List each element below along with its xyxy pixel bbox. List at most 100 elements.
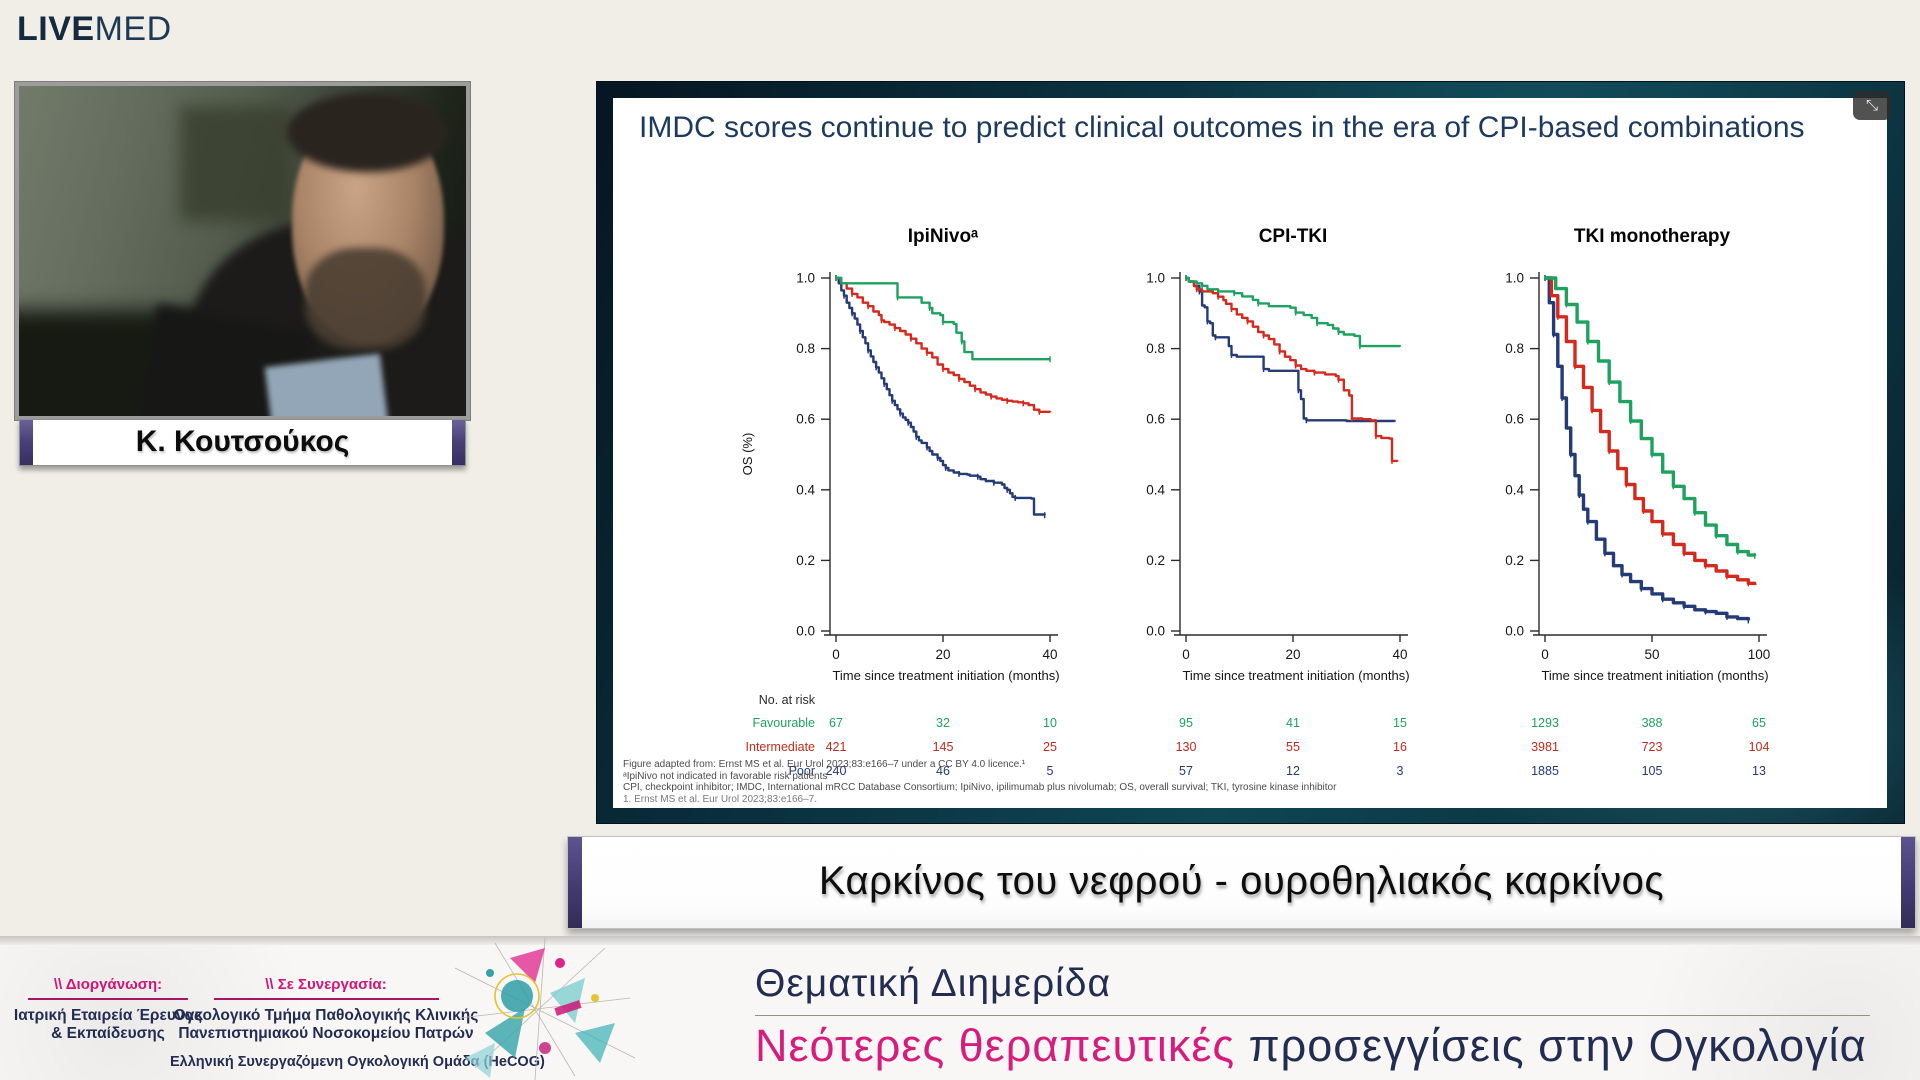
svg-text:0.8: 0.8 (1505, 341, 1524, 356)
svg-text:0.6: 0.6 (1505, 412, 1524, 427)
svg-text:41: 41 (1286, 716, 1300, 730)
svg-text:0.4: 0.4 (1146, 482, 1165, 497)
svg-text:3: 3 (1397, 764, 1404, 778)
svg-text:20: 20 (935, 647, 950, 662)
video-wall-frame (179, 105, 292, 222)
svg-text:0.2: 0.2 (796, 553, 815, 568)
event-footer: \\ Διοργάνωση: Ιατρική Εταιρεία Έρευνας … (0, 936, 1920, 1080)
event-subtitle: Νεότερες θεραπευτικές προσεγγίσεις στην … (755, 1020, 1895, 1072)
speaker-video (15, 82, 470, 420)
speaker-nameplate: Κ. Κουτσούκος (19, 419, 466, 466)
svg-text:20: 20 (1285, 647, 1300, 662)
svg-text:46: 46 (936, 764, 950, 778)
svg-text:Time since treatment initiatio: Time since treatment initiation (months) (1182, 668, 1409, 683)
svg-text:0.4: 0.4 (1505, 482, 1524, 497)
svg-text:TKI monotherapy: TKI monotherapy (1574, 226, 1731, 247)
expand-button[interactable]: ⤡ (1853, 91, 1891, 120)
footnote-reference: 1. Ernst MS et al. Eur Urol 2023;83:e166… (623, 793, 817, 805)
session-banner: Καρκίνος του νεφρού - ουροθηλιακός καρκί… (567, 836, 1916, 929)
slide: IMDC scores continue to predict clinical… (613, 98, 1887, 808)
slide-footnotes: Figure adapted from: Ernst MS et al. Eur… (623, 759, 1336, 805)
organizer-label: \\ Διοργάνωση: (53, 976, 163, 993)
slide-title: IMDC scores continue to predict clinical… (639, 111, 1805, 144)
logo-med: MED (94, 10, 172, 48)
svg-text:1.0: 1.0 (796, 271, 815, 286)
event-rule (755, 1015, 1870, 1016)
collaboration-block: \\ Σε Συνεργασία: Ογκολογικό Τμήμα Παθολ… (170, 976, 545, 1070)
collaboration-label: \\ Σε Συνεργασία: (265, 976, 387, 993)
svg-text:10: 10 (1043, 716, 1057, 730)
svg-text:Favourable: Favourable (752, 716, 815, 730)
svg-text:Time since treatment initiatio: Time since treatment initiation (months) (832, 668, 1059, 683)
svg-text:13: 13 (1752, 764, 1766, 778)
svg-text:50: 50 (1644, 647, 1659, 662)
svg-text:0.6: 0.6 (1146, 412, 1165, 427)
nameplate-edge-left (20, 420, 33, 465)
svg-text:0.0: 0.0 (796, 624, 815, 639)
svg-text:25: 25 (1043, 740, 1057, 754)
svg-text:67: 67 (829, 716, 843, 730)
svg-text:57: 57 (1179, 764, 1193, 778)
svg-text:0: 0 (1182, 647, 1190, 662)
svg-text:1.0: 1.0 (1146, 271, 1165, 286)
svg-text:3981: 3981 (1531, 740, 1559, 754)
banner-edge-left (568, 837, 582, 928)
speaker-name: Κ. Κουτσούκος (135, 425, 350, 458)
svg-text:No. at risk: No. at risk (759, 693, 816, 707)
svg-text:0: 0 (1541, 647, 1549, 662)
organizer-rule (28, 998, 188, 1000)
event-subtitle-highlight: Νεότερες θεραπευτικές (755, 1020, 1236, 1071)
event-subtitle-rest: προσεγγίσεις στην Ογκολογία (1235, 1020, 1867, 1071)
svg-text:OS (%): OS (%) (740, 433, 755, 476)
svg-text:145: 145 (933, 740, 954, 754)
svg-text:1.0: 1.0 (1505, 271, 1524, 286)
art-teal-triangle (485, 1008, 525, 1058)
footer-art-decoration (455, 938, 636, 1080)
event-block: Θεματική Διημερίδα Νεότερες θεραπευτικές… (755, 962, 1895, 1072)
expand-icon: ⤡ (1865, 97, 1878, 114)
event-title: Θεματική Διημερίδα (755, 962, 1112, 1005)
svg-text:0: 0 (832, 647, 840, 662)
svg-text:Intermediate: Intermediate (746, 740, 816, 754)
svg-text:130: 130 (1176, 740, 1197, 754)
svg-text:0.8: 0.8 (1146, 341, 1165, 356)
collaboration-rule (213, 998, 439, 1000)
svg-text:16: 16 (1393, 740, 1407, 754)
footnote-abbreviations: CPI, checkpoint inhibitor; IMDC, Interna… (623, 782, 1337, 794)
svg-text:388: 388 (1642, 716, 1663, 730)
nameplate-edge-right (452, 420, 465, 465)
svg-text:15: 15 (1393, 716, 1407, 730)
logo-live: LIVE (17, 10, 95, 48)
organizer-line-2: & Εκπαίδευσης (51, 1025, 165, 1043)
collaboration-line-1: Ογκολογικό Τμήμα Παθολογικής Κλινικής (173, 1007, 479, 1024)
svg-text:240: 240 (826, 764, 847, 778)
chart-cpi-tki: CPI-TKI 0.0 0.2 0.4 0.6 0.8 1.0 0 20 40 Time since… (1146, 226, 1409, 778)
svg-text:32: 32 (936, 716, 950, 730)
session-title: Καρκίνος του νεφρού - ουροθηλιακός καρκί… (818, 859, 1665, 903)
svg-text:0.4: 0.4 (796, 482, 815, 497)
svg-text:CPI-TKI: CPI-TKI (1259, 226, 1328, 247)
svg-text:Poor: Poor (789, 764, 815, 778)
svg-text:105: 105 (1642, 764, 1663, 778)
svg-text:40: 40 (1392, 647, 1407, 662)
svg-text:12: 12 (1286, 764, 1300, 778)
chart-tki-monotherapy: TKI monotherapy 0.0 0.2 0.4 0.6 0.8 1.0 0 50 100 T… (1505, 226, 1771, 778)
speaker-beard (305, 247, 426, 350)
art-teal-circle (501, 980, 533, 1012)
svg-text:100: 100 (1748, 647, 1771, 662)
speaker-hair (287, 92, 449, 172)
svg-text:723: 723 (1642, 740, 1663, 754)
svg-text:5: 5 (1047, 764, 1054, 778)
svg-text:0.8: 0.8 (796, 341, 815, 356)
svg-text:40: 40 (1042, 647, 1057, 662)
svg-text:0.2: 0.2 (1146, 553, 1165, 568)
svg-text:0.6: 0.6 (796, 412, 815, 427)
art-magenta-triangle (510, 948, 545, 983)
svg-text:IpiNivoᵃ: IpiNivoᵃ (908, 226, 979, 247)
organizer-block: \\ Διοργάνωση: Ιατρική Εταιρεία Έρευνας … (8, 976, 208, 1044)
slide-frame: ⤡ IMDC scores continue to predict clinic… (597, 82, 1904, 823)
svg-text:0.0: 0.0 (1505, 624, 1524, 639)
svg-text:0.2: 0.2 (1505, 553, 1524, 568)
svg-text:104: 104 (1749, 740, 1770, 754)
